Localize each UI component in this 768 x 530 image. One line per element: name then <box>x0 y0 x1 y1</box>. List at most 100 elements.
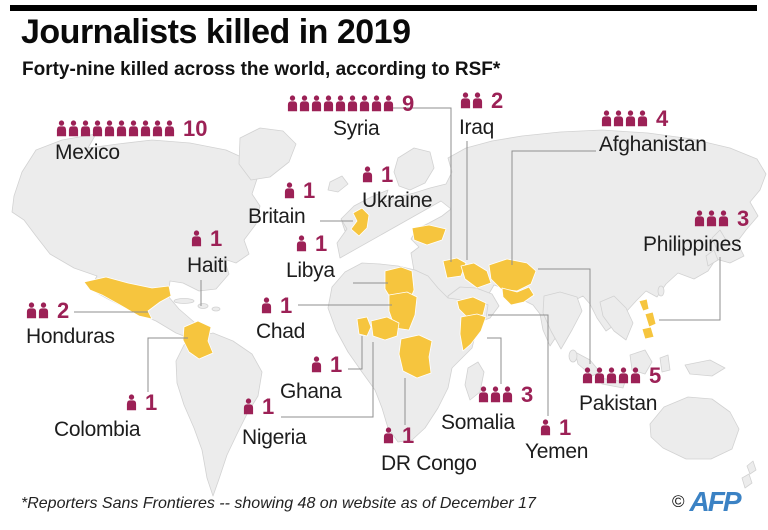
count-mexico: 10 <box>183 116 208 141</box>
label-ukraine: Ukraine <box>362 189 433 212</box>
person-icon <box>191 230 202 247</box>
country-shape-mexico <box>83 276 172 320</box>
marker-ghana: 1 <box>311 354 342 376</box>
top-rule-bar <box>10 5 757 11</box>
count-pakistan: 5 <box>649 363 662 388</box>
person-icon <box>694 210 705 227</box>
person-icon <box>594 367 605 384</box>
person-icon <box>287 95 298 112</box>
person-icon <box>128 120 139 137</box>
country-shape-philippines-1 <box>638 298 650 312</box>
marker-pakistan: 5 <box>582 363 662 388</box>
person-icon <box>296 235 307 252</box>
land-scandinavia <box>393 147 435 191</box>
country-shape-yemen <box>456 296 487 318</box>
country-shape-ukraine <box>411 224 447 246</box>
source-note: *Reporters Sans Frontieres -- showing 48… <box>21 495 536 512</box>
count-chad: 1 <box>280 293 293 318</box>
count-dr-congo: 1 <box>402 423 415 448</box>
person-icon <box>68 120 79 137</box>
person-icon <box>637 110 648 127</box>
person-icon <box>299 95 310 112</box>
person-icon <box>56 120 67 137</box>
land-madagascar <box>464 361 485 401</box>
marker-yemen: 1 <box>540 415 572 440</box>
label-libya: Libya <box>286 259 335 282</box>
person-icon <box>601 110 612 127</box>
country-shape-iraq <box>460 262 492 289</box>
agency-credit: © AFP <box>672 486 742 517</box>
label-nigeria: Nigeria <box>242 426 307 449</box>
country-shape-chad <box>388 291 418 331</box>
label-pakistan: Pakistan <box>579 392 658 415</box>
marker-ukraine: 1 <box>362 162 394 187</box>
person-icon <box>140 120 151 137</box>
country-shape-philippines-3 <box>641 326 655 340</box>
marker-mexico: 10 <box>56 116 208 141</box>
land-japan-south <box>705 249 719 267</box>
country-shape-somalia <box>459 313 487 352</box>
count-nigeria: 1 <box>262 394 275 419</box>
marker-syria: 9 <box>287 91 415 116</box>
person-icon <box>126 394 137 411</box>
person-icon <box>92 120 103 137</box>
country-shape-colombia <box>182 320 214 360</box>
count-afghanistan: 4 <box>656 106 669 131</box>
marker-colombia: 1 <box>126 392 157 414</box>
person-icon <box>164 120 175 137</box>
connector-syria <box>389 107 452 262</box>
landmasses <box>11 127 767 497</box>
person-icon <box>383 427 394 444</box>
count-syria: 9 <box>402 91 415 116</box>
marker-somalia: 3 <box>478 384 533 406</box>
person-icon <box>362 166 373 183</box>
land-hispaniola <box>197 303 209 309</box>
count-yemen: 1 <box>559 415 572 440</box>
country-shape-britain <box>350 207 370 237</box>
marker-haiti: 1 <box>191 228 222 250</box>
marker-afghanistan: 4 <box>601 106 669 131</box>
land-iceland <box>327 175 349 193</box>
person-icon <box>347 95 358 112</box>
person-icon <box>359 95 370 112</box>
count-britain: 1 <box>303 178 316 203</box>
person-icon <box>502 386 513 403</box>
afp-logo: AFP <box>689 486 742 517</box>
label-haiti: Haiti <box>187 254 228 277</box>
land-cuba <box>173 298 195 304</box>
person-icon <box>284 182 295 199</box>
land-new-zealand-south <box>741 473 753 489</box>
label-somalia: Somalia <box>441 411 515 434</box>
label-ghana: Ghana <box>280 380 342 403</box>
person-icon <box>613 110 624 127</box>
person-icon <box>116 120 127 137</box>
label-syria: Syria <box>333 117 380 140</box>
country-shape-philippines-2 <box>644 311 657 328</box>
connector-somalia <box>487 337 502 384</box>
count-honduras: 2 <box>57 298 70 323</box>
count-ukraine: 1 <box>381 162 394 187</box>
person-icon <box>311 356 322 373</box>
country-shape-nigeria <box>370 316 400 341</box>
person-icon <box>706 210 717 227</box>
connector-colombia <box>147 337 188 392</box>
label-colombia: Colombia <box>54 418 141 441</box>
connector-nigeria <box>281 342 374 418</box>
label-dr-congo: DR Congo <box>381 452 477 475</box>
count-philippines: 3 <box>737 206 750 231</box>
label-chad: Chad <box>256 320 306 343</box>
label-britain: Britain <box>248 205 306 228</box>
country-shape-ghana <box>356 316 372 337</box>
person-icon <box>606 367 617 384</box>
marker-chad: 1 <box>261 293 293 318</box>
person-icon <box>261 297 272 314</box>
label-yemen: Yemen <box>525 440 589 463</box>
person-icon <box>152 120 163 137</box>
person-icon <box>478 386 489 403</box>
label-afghanistan: Afghanistan <box>599 133 707 156</box>
person-icon <box>582 367 593 384</box>
person-icon <box>472 92 483 109</box>
label-mexico: Mexico <box>55 141 120 164</box>
person-icon <box>460 92 471 109</box>
